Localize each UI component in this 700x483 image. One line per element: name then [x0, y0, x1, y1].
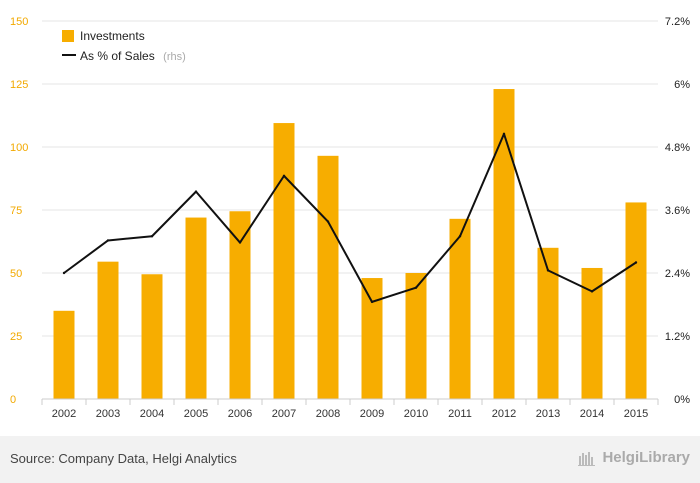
y-left-tick-label: 150 [10, 16, 28, 28]
bar [97, 261, 119, 399]
line-point [414, 286, 418, 289]
gridlines [42, 20, 658, 337]
library-icon [578, 451, 596, 466]
line-point [282, 174, 286, 178]
bar [53, 310, 75, 399]
line-point [458, 235, 462, 238]
line-point [238, 241, 242, 244]
legend-swatch-investments [62, 30, 74, 42]
line-point [150, 235, 154, 238]
y-right-tick-label: 3.6% [665, 205, 690, 217]
y-right-tick-label: 1.2% [665, 331, 690, 343]
bar [273, 123, 295, 399]
series-line [63, 132, 637, 303]
bar [185, 217, 207, 399]
x-tick-label: 2013 [536, 408, 560, 420]
y-right-tick-label: 2.4% [665, 268, 690, 280]
legend-label-investments: Investments [80, 29, 145, 43]
x-tick-label: 2002 [52, 408, 76, 420]
y-left-tick-label: 125 [10, 79, 28, 91]
brand-logo[interactable]: HelgiLibrary [578, 449, 690, 466]
combo-chart: 0 0% 25 1.2% 50 2.4% 75 3.6% 100 4.8% 125 6% 150 7.2%… [10, 16, 690, 420]
y-left-tick-label: 75 [10, 205, 22, 217]
line-point [194, 190, 198, 193]
line-point [106, 239, 110, 242]
x-tick-label: 2011 [448, 408, 472, 420]
bar [449, 218, 471, 399]
axes: 0 0% 25 1.2% 50 2.4% 75 3.6% 100 4.8% 125 6% 150 7.2%… [10, 16, 690, 420]
y-right-tick-label: 7.2% [665, 16, 690, 28]
footer: Source: Company Data, Helgi Analytics He… [0, 436, 700, 483]
bar [361, 278, 383, 399]
line-point [546, 269, 550, 272]
x-tick-label: 2010 [404, 408, 428, 420]
investment-bars [53, 89, 647, 399]
bar [405, 273, 427, 399]
legend: Investments As % of Sales (rhs) [62, 29, 186, 64]
bar [493, 89, 515, 399]
x-tick-label: 2003 [96, 408, 120, 420]
brand-name: HelgiLibrary [602, 449, 690, 466]
y-right-tick-label: 4.8% [665, 142, 690, 154]
y-left-tick-label: 25 [10, 331, 22, 343]
y-right-tick-label: 6% [674, 79, 690, 91]
bar [537, 247, 559, 399]
x-tick-label: 2015 [624, 408, 648, 420]
source-text: Source: Company Data, Helgi Analytics [10, 451, 237, 466]
x-tick-label: 2009 [360, 408, 384, 420]
x-tick-label: 2014 [580, 408, 604, 420]
legend-note-rhs: (rhs) [163, 51, 186, 63]
line-point [62, 271, 66, 275]
y-right-tick-label: 0% [674, 394, 690, 406]
y-left-tick-label: 100 [10, 142, 28, 154]
x-tick-label: 2005 [184, 408, 208, 420]
svg-text:As % of Sales (rhs): As % of Sales (rhs) [80, 47, 186, 64]
x-tick-label: 2012 [492, 408, 516, 420]
legend-label-percent: As % of Sales [80, 49, 155, 63]
line-point [370, 300, 374, 304]
x-tick-label: 2004 [140, 408, 164, 420]
bar [581, 267, 603, 399]
line-point [502, 132, 506, 136]
y-left-tick-label: 50 [10, 268, 22, 280]
percent-of-sales-line [62, 132, 638, 304]
line-point [590, 290, 594, 293]
bar [317, 155, 339, 399]
x-tick-label: 2008 [316, 408, 340, 420]
bar [141, 274, 163, 399]
line-point [634, 261, 638, 264]
x-tick-label: 2007 [272, 408, 296, 420]
bar [625, 202, 647, 399]
line-point [326, 220, 330, 223]
y-left-tick-label: 0 [10, 394, 16, 406]
bar [229, 211, 251, 399]
x-tick-label: 2006 [228, 408, 252, 420]
